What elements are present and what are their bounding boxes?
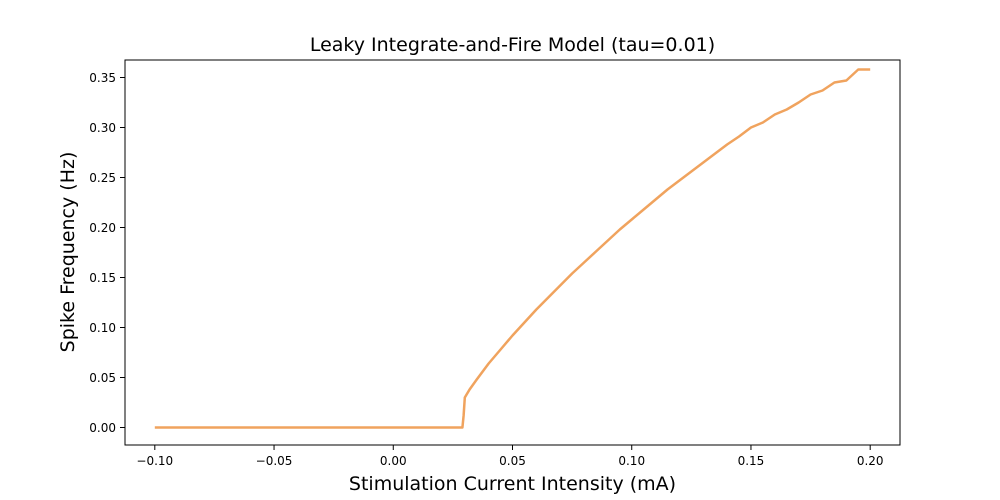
y-tick-label: 0.10 [89, 321, 116, 335]
y-axis: 0.00 0.05 0.10 0.15 0.20 0.25 0.30 0.35 [89, 71, 125, 435]
x-tick-label: 0.20 [857, 454, 884, 468]
x-tick-label: 0.00 [380, 454, 407, 468]
x-tick-label: 0.05 [499, 454, 526, 468]
y-tick-label: 0.05 [89, 371, 116, 385]
x-tick-label: 0.10 [618, 454, 645, 468]
y-tick-label: 0.15 [89, 271, 116, 285]
y-tick-label: 0.25 [89, 171, 116, 185]
x-tick-label: −0.05 [256, 454, 293, 468]
y-tick-label: 0.30 [89, 121, 116, 135]
y-axis-label: Spike Frequency (Hz) [57, 152, 79, 353]
x-tick-label: −0.10 [136, 454, 173, 468]
series-line [154, 68, 871, 429]
y-tick-label: 0.35 [89, 71, 116, 85]
x-tick-label: 0.15 [738, 454, 765, 468]
plot-frame [124, 59, 901, 446]
y-tick-label: 0.20 [89, 221, 116, 235]
y-tick-label: 0.00 [89, 421, 116, 435]
x-axis-label: Stimulation Current Intensity (mA) [349, 473, 676, 495]
chart-title: Leaky Integrate-and-Fire Model (tau=0.01… [310, 34, 715, 56]
x-axis: −0.10 −0.05 0.00 0.05 0.10 0.15 0.20 [136, 445, 884, 468]
